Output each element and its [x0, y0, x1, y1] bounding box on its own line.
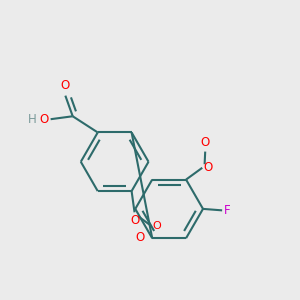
- Text: F: F: [224, 204, 230, 217]
- Text: O: O: [130, 214, 139, 227]
- Text: O: O: [201, 136, 210, 148]
- Text: O: O: [152, 220, 161, 231]
- Text: O: O: [61, 79, 70, 92]
- Text: O: O: [204, 161, 213, 174]
- Text: O: O: [39, 113, 48, 126]
- Text: O: O: [135, 231, 144, 244]
- Text: H: H: [28, 113, 37, 126]
